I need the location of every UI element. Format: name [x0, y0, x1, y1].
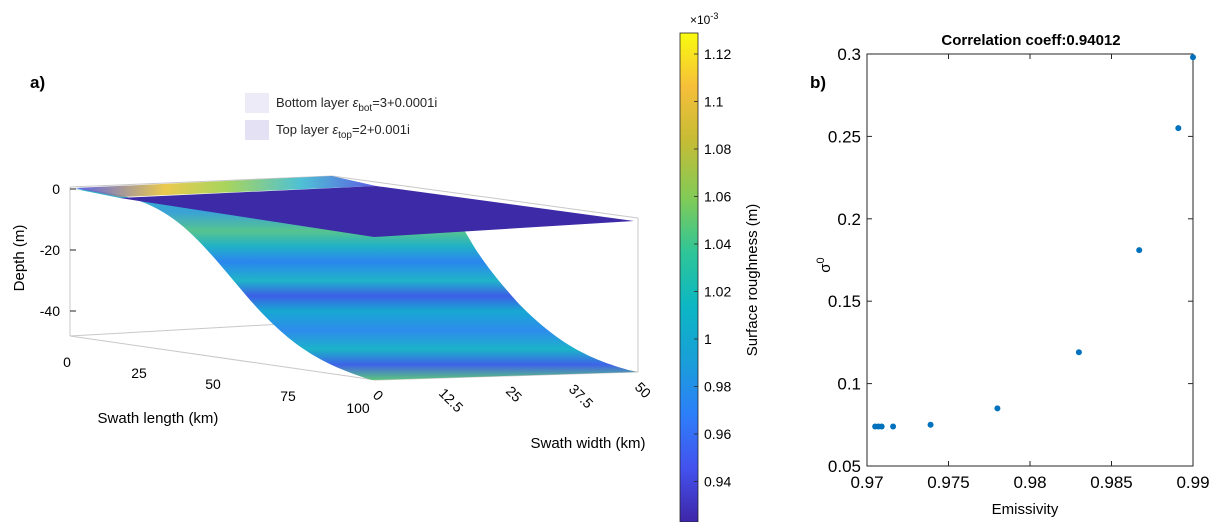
panel-a-label: a) [30, 73, 45, 92]
colorbar-tick-label: 1.12 [704, 46, 731, 62]
width-tick-0: 0 [370, 387, 387, 404]
scatter-point [1136, 247, 1143, 254]
colorbar-tick-label: 1.06 [704, 189, 731, 205]
y-tick-label: 0.25 [828, 127, 861, 146]
x-tick-label: 0.99 [1176, 473, 1209, 492]
colorbar-tick-label: 0.98 [704, 379, 731, 395]
y-tick-label: 0.05 [828, 457, 861, 476]
colorbar-tick-label: 0.96 [704, 426, 731, 442]
colorbar-tick-label: 1.04 [704, 236, 731, 252]
length-tick-50: 50 [205, 376, 221, 392]
legend-item-top-layer: Top layer εtop=2+0.001i [245, 120, 410, 141]
legend-item-bottom-layer: Bottom layer εbot=3+0.0001i [245, 93, 437, 114]
colorbar-gradient [679, 32, 699, 522]
depth-axis: 0 -20 -40 Depth (m) [11, 181, 76, 319]
width-tick-50: 50 [632, 379, 654, 401]
depth-tick-minus-20: -20 [40, 242, 60, 258]
length-tick-100: 100 [346, 400, 370, 416]
depth-tick-0: 0 [52, 181, 60, 197]
colorbar-tick-label: 1.1 [704, 94, 724, 110]
bottom-layer-top-strip [75, 176, 376, 197]
y-tick-label: 0.15 [828, 292, 861, 311]
top-layer-surface [120, 186, 634, 237]
bottom-layer-surface [75, 189, 636, 380]
y-tick-label: 0.1 [837, 375, 861, 394]
x-tick-label: 0.98 [1013, 473, 1046, 492]
swath-width-label: Swath width (km) [530, 435, 645, 452]
swath-width-axis: 0 12.5 25 37.5 50 Swath width (km) [370, 379, 654, 452]
colorbar-tick-label: 1.02 [704, 284, 731, 300]
scatter-x-label: Emissivity [992, 501, 1059, 518]
panel-b-label: b) [810, 73, 826, 92]
width-tick-12-5: 12.5 [436, 385, 467, 416]
length-tick-0: 0 [63, 354, 71, 370]
scatter-point [1190, 54, 1196, 61]
swath-length-axis: 0 25 50 75 100 Swath length (km) [63, 354, 370, 427]
depth-axis-label: Depth (m) [11, 225, 28, 292]
scatter-points [872, 54, 1196, 430]
scatter-point [890, 423, 897, 430]
scatter-plot-area [866, 53, 1194, 467]
x-tick-label: 0.97 [850, 473, 883, 492]
colorbar-ticks: 0.94 0.96 0.98 1 1.02 1.04 1.06 1.08 1.1 1.12 [694, 46, 731, 490]
colorbar-tick-label: 0.94 [704, 474, 731, 490]
scatter-title: Correlation coeff:0.94012 [941, 32, 1120, 49]
panel-a: a) Bottom layer εbot=3+0.0001i Top layer… [11, 73, 654, 452]
colorbar-label: Surface roughness (m) [744, 204, 761, 357]
width-tick-37-5: 37.5 [566, 381, 597, 412]
scatter-point [878, 423, 885, 430]
scatter-x-ticks: 0.97 0.975 0.98 0.985 0.99 [850, 54, 1209, 492]
scatter-y-ticks: 0.05 0.1 0.15 0.2 0.25 0.3 [828, 45, 1193, 476]
colorbar-exponent: ×10-3 [690, 11, 718, 27]
colorbar-tick-label: 1.08 [704, 141, 731, 157]
x-tick-label: 0.985 [1090, 473, 1133, 492]
width-tick-25: 25 [503, 383, 525, 405]
swath-length-label: Swath length (km) [98, 410, 219, 427]
panel-b: b) Correlation coeff:0.94012 0.97 0.975 0.… [810, 32, 1209, 518]
length-tick-25: 25 [131, 365, 147, 381]
scatter-point [927, 421, 934, 428]
colorbar-tick-label: 1 [704, 331, 712, 347]
scatter-point [994, 405, 1001, 412]
legend-label-top-layer: Top layer εtop=2+0.001i [276, 122, 410, 141]
depth-tick-minus-40: -40 [40, 303, 60, 319]
legend-label-bottom-layer: Bottom layer εbot=3+0.0001i [276, 95, 437, 114]
legend-swatch-top-layer [245, 120, 269, 140]
scatter-point [1075, 349, 1082, 356]
x-tick-label: 0.975 [927, 473, 970, 492]
length-tick-75: 75 [280, 388, 296, 404]
colorbar: ×10-3 0.94 0.96 0.98 1 1.02 1.04 1.06 1.08 1.1 1.… [679, 11, 761, 522]
y-tick-label: 0.3 [837, 45, 861, 64]
legend-swatch-bottom-layer [245, 93, 269, 113]
scatter-y-label: σ0 [815, 257, 834, 272]
y-tick-label: 0.2 [837, 210, 861, 229]
scatter-point [1175, 125, 1182, 132]
legend: Bottom layer εbot=3+0.0001i Top layer εt… [245, 93, 437, 141]
